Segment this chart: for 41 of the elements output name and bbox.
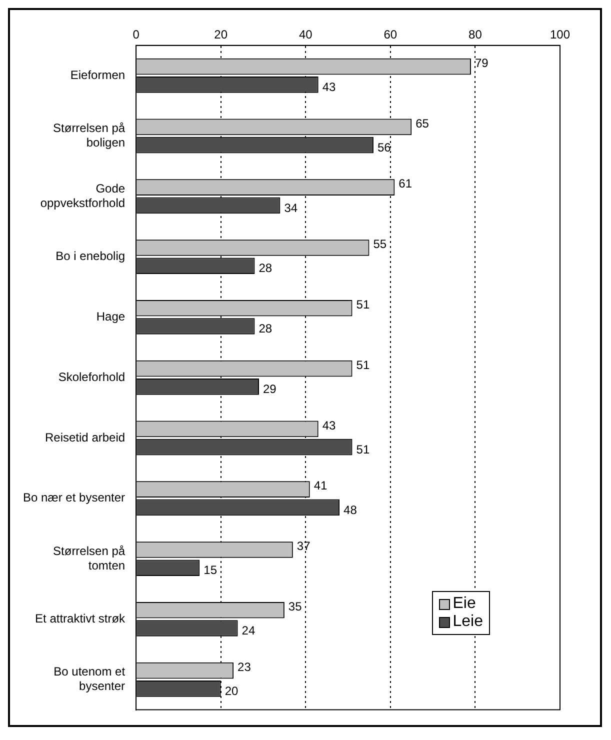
y-tick-label: Gode oppvekstforhold (40, 182, 126, 210)
y-tick-label: Bo utenom et bysenter (54, 664, 126, 694)
data-label: 51 (356, 297, 370, 312)
y-tick-label: Bo i enebolig (56, 249, 126, 264)
data-label: 35 (288, 599, 302, 614)
data-label: 28 (258, 322, 272, 336)
x-tick-label: 60 (384, 28, 398, 42)
data-label: 29 (262, 382, 277, 396)
y-tick-label: Eieformen (70, 68, 126, 82)
y-tick-label: Et attraktivt strøk (35, 612, 126, 626)
legend-label: Eie (452, 595, 476, 613)
y-tick-label: Bo nær et bysenter (22, 490, 126, 505)
data-label: 28 (258, 261, 272, 276)
data-label: 56 (377, 140, 392, 154)
x-tick-label: 100 (550, 28, 570, 42)
x-tick-label: 80 (468, 28, 482, 42)
data-label: 61 (398, 176, 412, 191)
data-label: 51 (356, 358, 370, 372)
y-tick-label: Hage (96, 310, 126, 324)
data-label: 23 (238, 660, 252, 674)
y-tick-label: Skoleforhold (58, 370, 126, 384)
y-tick-label: Størrelsen på boligen (53, 121, 126, 150)
data-label: 51 (356, 442, 370, 456)
legend-label: Leie (452, 613, 483, 631)
x-tick-label: 0 (132, 28, 140, 42)
data-label: 48 (344, 502, 358, 517)
y-tick-label: Størrelsen på tomten (53, 544, 126, 572)
data-label: 37 (296, 539, 311, 554)
x-tick-label: 40 (298, 28, 313, 42)
data-label: 41 (314, 478, 328, 493)
data-label: 20 (224, 684, 239, 698)
y-tick-label: Reisetid arbeid (45, 430, 126, 444)
data-label: 65 (416, 116, 430, 130)
data-label: 24 (242, 624, 256, 638)
data-label: 34 (284, 200, 298, 215)
data-label: 55 (373, 237, 387, 252)
data-label: 43 (322, 80, 336, 94)
x-tick-label: 20 (214, 28, 228, 42)
data-label: 43 (322, 418, 336, 432)
data-label: 79 (474, 56, 489, 70)
data-label: 15 (204, 563, 218, 578)
